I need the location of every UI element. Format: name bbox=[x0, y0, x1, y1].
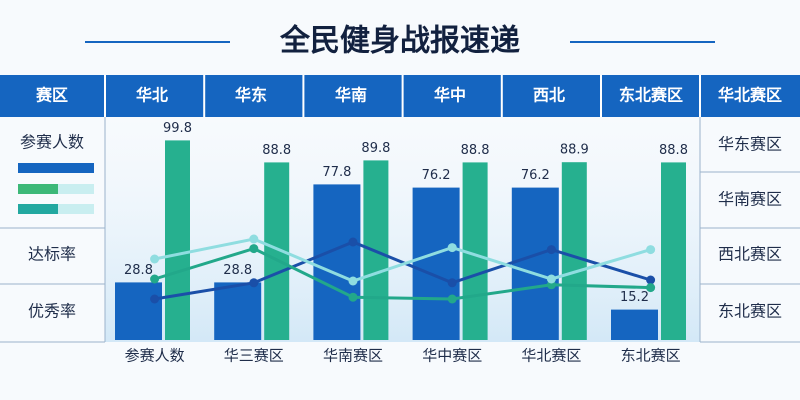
legend-swatch bbox=[58, 204, 94, 214]
x-tick-label: 华中赛区 bbox=[422, 347, 482, 365]
bar bbox=[661, 162, 686, 340]
line-point bbox=[546, 274, 556, 284]
value-label: 88.8 bbox=[659, 143, 688, 158]
line-point bbox=[646, 283, 656, 293]
value-label: 76.2 bbox=[422, 168, 451, 183]
line-point bbox=[249, 278, 259, 288]
header-cell: 东北赛区 bbox=[619, 86, 683, 105]
value-label: 89.8 bbox=[361, 141, 390, 156]
line-point bbox=[348, 276, 358, 286]
line-point bbox=[150, 294, 160, 304]
header-cell: 华中 bbox=[434, 86, 466, 105]
value-label: 28.8 bbox=[124, 263, 153, 278]
value-label: 88.8 bbox=[461, 143, 490, 158]
row-label: 西北赛区 bbox=[718, 245, 782, 264]
row-label: 华南赛区 bbox=[718, 190, 782, 209]
x-tick-label: 华北赛区 bbox=[521, 347, 581, 365]
row-label: 参赛人数 bbox=[20, 133, 84, 152]
header-cell: 西北 bbox=[533, 86, 565, 105]
row-label: 优秀率 bbox=[28, 302, 76, 321]
header-cell: 华南 bbox=[335, 86, 367, 105]
header-cell: 华东 bbox=[235, 86, 267, 105]
x-tick-label: 东北赛区 bbox=[621, 347, 681, 365]
chart-title: 全民健身战报速递 bbox=[279, 24, 520, 59]
header-cell: 赛区 bbox=[35, 86, 68, 105]
line-point bbox=[447, 278, 457, 288]
value-label: 15.2 bbox=[620, 290, 649, 305]
legend-swatch bbox=[18, 163, 94, 173]
bar bbox=[313, 184, 361, 340]
value-label: 88.9 bbox=[560, 143, 589, 158]
header-cell: 华北赛区 bbox=[718, 86, 782, 105]
line-point bbox=[447, 294, 457, 304]
header-row bbox=[0, 75, 800, 117]
bar bbox=[611, 309, 658, 340]
line-point bbox=[249, 244, 259, 254]
bar bbox=[511, 187, 559, 340]
line-point bbox=[447, 243, 457, 253]
row-label: 达标率 bbox=[28, 245, 76, 264]
value-label: 77.8 bbox=[322, 165, 351, 180]
row-label: 华东赛区 bbox=[718, 135, 782, 154]
x-tick-label: 华南赛区 bbox=[323, 347, 383, 365]
bar bbox=[412, 187, 460, 340]
line-point bbox=[546, 245, 556, 255]
bar bbox=[214, 282, 262, 340]
line-point bbox=[150, 254, 160, 264]
value-label: 88.8 bbox=[262, 143, 291, 158]
value-label: 99.8 bbox=[163, 121, 192, 136]
line-point bbox=[348, 292, 358, 302]
bar bbox=[165, 140, 190, 340]
x-tick-label: 华三赛区 bbox=[224, 347, 284, 365]
line bbox=[154, 240, 652, 301]
line bbox=[154, 246, 651, 301]
legend-swatch bbox=[18, 184, 58, 194]
bar bbox=[561, 162, 587, 340]
line bbox=[154, 237, 652, 283]
value-label: 28.8 bbox=[223, 263, 252, 278]
row-label: 东北赛区 bbox=[718, 302, 782, 321]
legend-swatch bbox=[58, 184, 94, 194]
legend-swatch bbox=[18, 204, 58, 214]
header-cell: 华北 bbox=[136, 86, 168, 105]
line-point bbox=[348, 237, 358, 247]
x-tick-label: 参赛人数 bbox=[125, 347, 185, 365]
line-point bbox=[150, 274, 160, 284]
bar bbox=[115, 282, 162, 340]
line-point bbox=[646, 245, 656, 255]
value-label: 76.2 bbox=[521, 168, 550, 183]
line-point bbox=[249, 234, 259, 244]
line-point bbox=[646, 275, 656, 285]
plot-area bbox=[105, 117, 700, 342]
